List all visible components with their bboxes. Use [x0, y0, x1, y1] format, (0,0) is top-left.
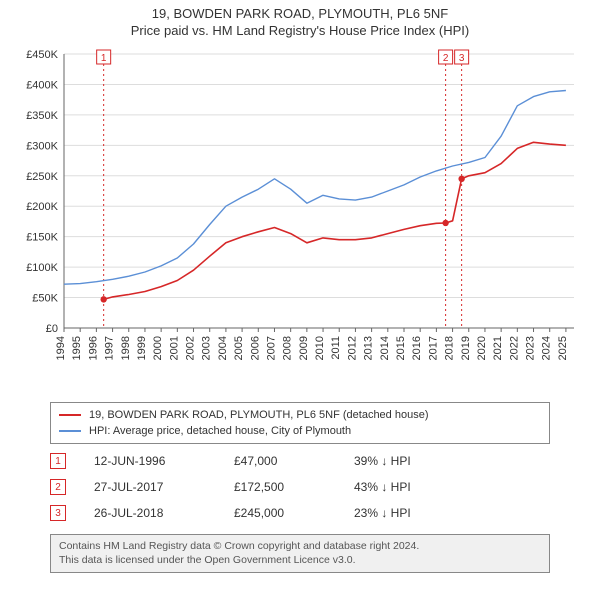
- svg-text:3: 3: [459, 53, 465, 64]
- svg-text:£350K: £350K: [26, 110, 58, 122]
- legend-swatch-property: [59, 414, 81, 416]
- event-date: 27-JUL-2017: [94, 480, 234, 494]
- legend-label-hpi: HPI: Average price, detached house, City…: [89, 425, 351, 437]
- svg-text:1997: 1997: [104, 336, 116, 360]
- legend: 19, BOWDEN PARK ROAD, PLYMOUTH, PL6 5NF …: [50, 402, 550, 444]
- svg-text:2012: 2012: [346, 336, 358, 360]
- title-address: 19, BOWDEN PARK ROAD, PLYMOUTH, PL6 5NF: [0, 6, 600, 21]
- event-badge-2: 2: [50, 479, 66, 495]
- svg-text:1: 1: [101, 53, 107, 64]
- svg-text:2011: 2011: [330, 336, 342, 360]
- svg-text:1998: 1998: [120, 336, 132, 360]
- event-badge-3: 3: [50, 505, 66, 521]
- svg-text:£50K: £50K: [32, 293, 58, 305]
- svg-text:2020: 2020: [476, 336, 488, 360]
- event-date: 26-JUL-2018: [94, 506, 234, 520]
- svg-text:2018: 2018: [444, 336, 456, 360]
- svg-text:2004: 2004: [217, 336, 229, 360]
- svg-text:2024: 2024: [541, 336, 553, 360]
- svg-text:£300K: £300K: [26, 140, 58, 152]
- svg-text:2016: 2016: [411, 336, 423, 360]
- svg-text:2007: 2007: [265, 336, 277, 360]
- svg-text:2003: 2003: [201, 336, 213, 360]
- event-row: 2 27-JUL-2017 £172,500 43% ↓ HPI: [50, 474, 550, 500]
- chart-svg: £0 £50K £100K £150K £200K £250K £300K £350K £400…: [14, 46, 586, 390]
- event-badge-1: 1: [50, 453, 66, 469]
- event-price: £47,000: [234, 454, 354, 468]
- event-price: £172,500: [234, 480, 354, 494]
- svg-text:1994: 1994: [55, 336, 67, 360]
- svg-text:2015: 2015: [395, 336, 407, 360]
- titles: 19, BOWDEN PARK ROAD, PLYMOUTH, PL6 5NF …: [0, 0, 600, 38]
- svg-text:2025: 2025: [557, 336, 569, 360]
- chart: £0 £50K £100K £150K £200K £250K £300K £350K £400…: [14, 46, 586, 390]
- svg-text:2022: 2022: [508, 336, 520, 360]
- svg-text:£200K: £200K: [26, 201, 58, 213]
- svg-text:2001: 2001: [168, 336, 180, 360]
- svg-text:2013: 2013: [363, 336, 375, 360]
- svg-text:£0: £0: [46, 323, 58, 335]
- event-date: 12-JUN-1996: [94, 454, 234, 468]
- svg-text:2009: 2009: [298, 336, 310, 360]
- svg-text:2023: 2023: [525, 336, 537, 360]
- svg-text:£150K: £150K: [26, 232, 58, 244]
- svg-text:1996: 1996: [87, 336, 99, 360]
- chart-container: 19, BOWDEN PARK ROAD, PLYMOUTH, PL6 5NF …: [0, 0, 600, 590]
- svg-text:2002: 2002: [185, 336, 197, 360]
- svg-text:2010: 2010: [314, 336, 326, 360]
- footer-line2: This data is licensed under the Open Gov…: [59, 554, 541, 568]
- svg-text:2021: 2021: [492, 336, 504, 360]
- event-delta: 23% ↓ HPI: [354, 506, 474, 520]
- event-price: £245,000: [234, 506, 354, 520]
- svg-text:2008: 2008: [282, 336, 294, 360]
- event-row: 1 12-JUN-1996 £47,000 39% ↓ HPI: [50, 448, 550, 474]
- svg-text:2: 2: [443, 53, 449, 64]
- event-delta: 43% ↓ HPI: [354, 480, 474, 494]
- svg-text:£250K: £250K: [26, 171, 58, 183]
- legend-label-property: 19, BOWDEN PARK ROAD, PLYMOUTH, PL6 5NF …: [89, 409, 429, 421]
- footer-line1: Contains HM Land Registry data © Crown c…: [59, 540, 541, 554]
- title-subtitle: Price paid vs. HM Land Registry's House …: [0, 23, 600, 38]
- footer-attribution: Contains HM Land Registry data © Crown c…: [50, 534, 550, 573]
- svg-text:2017: 2017: [427, 336, 439, 360]
- legend-swatch-hpi: [59, 430, 81, 432]
- event-row: 3 26-JUL-2018 £245,000 23% ↓ HPI: [50, 500, 550, 526]
- svg-text:2014: 2014: [379, 336, 391, 360]
- events-table: 1 12-JUN-1996 £47,000 39% ↓ HPI 2 27-JUL…: [50, 448, 550, 526]
- svg-text:2000: 2000: [152, 336, 164, 360]
- svg-text:2005: 2005: [233, 336, 245, 360]
- legend-item-hpi: HPI: Average price, detached house, City…: [59, 423, 541, 439]
- event-delta: 39% ↓ HPI: [354, 454, 474, 468]
- legend-item-property: 19, BOWDEN PARK ROAD, PLYMOUTH, PL6 5NF …: [59, 407, 541, 423]
- svg-text:1995: 1995: [71, 336, 83, 360]
- svg-text:£100K: £100K: [26, 262, 58, 274]
- svg-text:£400K: £400K: [26, 79, 58, 91]
- svg-text:1999: 1999: [136, 336, 148, 360]
- svg-text:2006: 2006: [249, 336, 261, 360]
- svg-text:£450K: £450K: [26, 49, 58, 61]
- svg-text:2019: 2019: [460, 336, 472, 360]
